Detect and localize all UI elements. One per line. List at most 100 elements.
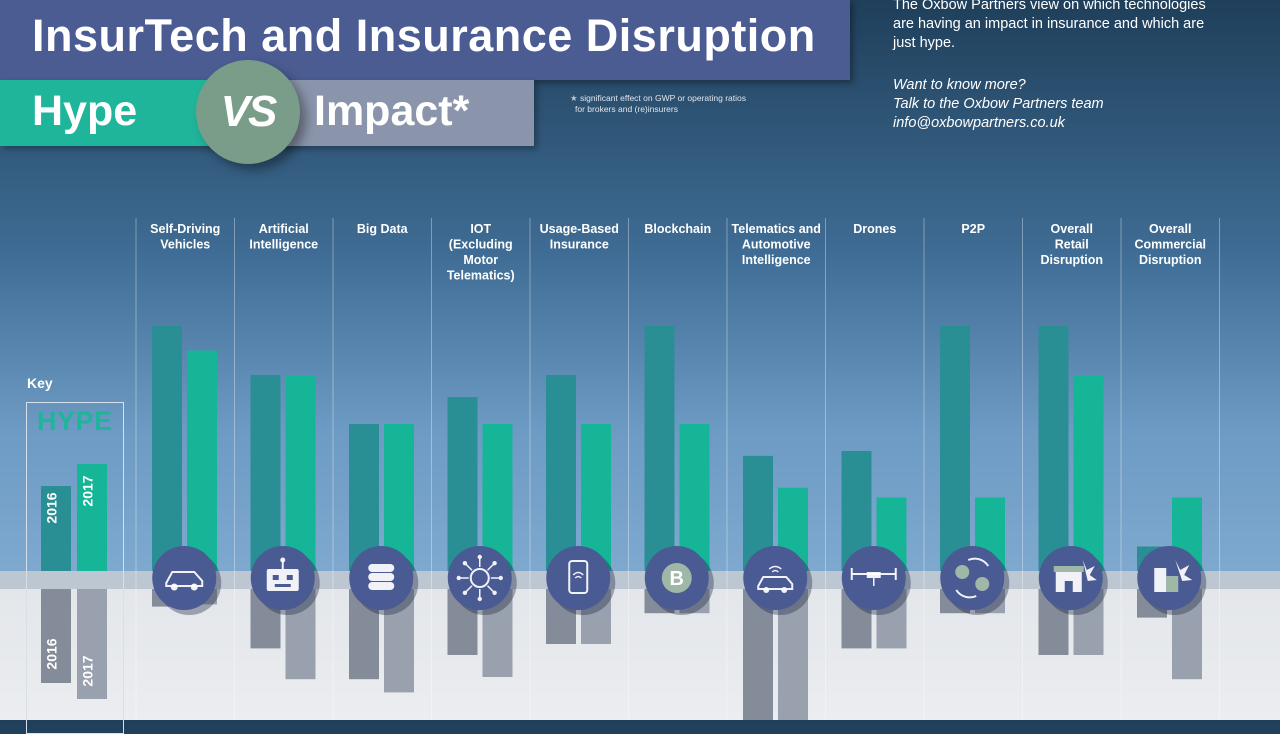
hype-bar-2016	[250, 375, 281, 571]
car-body	[165, 571, 204, 587]
title-banner	[0, 0, 850, 80]
category-label: Usage-Based Insurance	[540, 222, 619, 252]
category-label: Big Data	[357, 222, 409, 236]
icon-circle	[152, 546, 217, 610]
disruption-burst	[1175, 560, 1193, 581]
key-impact-2016-bar	[41, 589, 71, 683]
store-awning	[1053, 566, 1084, 572]
category-label: Telematics and Automotive Intelligence	[732, 222, 821, 267]
contact-line-2: Talk to the Oxbow Partners team	[893, 96, 1104, 112]
database-disk	[368, 573, 395, 581]
robot-mouth	[274, 584, 291, 587]
car-wheel	[781, 587, 788, 593]
retail-store-icon	[1038, 546, 1108, 615]
network-node	[477, 554, 482, 560]
impact-bar-2017	[778, 589, 808, 720]
car-body	[757, 576, 794, 590]
impact-heading: Impact*	[314, 87, 470, 135]
intro-line-3: just hype.	[893, 35, 956, 51]
network-node	[498, 575, 503, 581]
disruption-burst	[1082, 560, 1097, 581]
category-label: Drones	[853, 222, 896, 236]
page-title: InsurTech and Insurance Disruption	[32, 10, 816, 61]
car-wheel	[763, 587, 770, 593]
blockchain-coin	[661, 563, 692, 593]
key-impact-2017-bar	[77, 589, 107, 699]
database-disk	[368, 582, 395, 590]
car-wheel	[170, 583, 178, 591]
exchange-arrow	[955, 589, 977, 599]
network-node	[492, 560, 497, 566]
network-icon	[447, 546, 517, 615]
hype-bar-2016	[644, 326, 675, 571]
footnote-line-2: for brokers and (re)insurers	[575, 104, 678, 114]
hype-bar-2016	[1038, 326, 1069, 571]
hype-heading: Hype	[32, 87, 138, 135]
database-disk	[368, 564, 395, 572]
person-head	[975, 577, 990, 591]
hype-bar-2016	[447, 397, 478, 571]
hype-bar-2016	[349, 424, 379, 571]
robot-antenna-tip	[280, 557, 286, 563]
hype-bar-2017	[384, 424, 414, 571]
phone-icon	[546, 546, 616, 615]
hype-bar-2017	[285, 375, 316, 571]
robot-eye	[286, 575, 293, 580]
hype-bar-2016	[546, 375, 576, 571]
network-hub	[469, 568, 490, 588]
hype-bar-2016	[152, 326, 182, 571]
blockchain-icon: B	[644, 546, 714, 615]
category-label: IOT (Excluding Motor Telematics)	[447, 222, 515, 283]
car-icon	[152, 546, 222, 615]
hype-bar-2017	[1073, 375, 1104, 571]
contact-block: Want to know more? Talk to the Oxbow Par…	[893, 76, 1263, 133]
network-node	[462, 560, 468, 566]
phone-signal	[572, 571, 584, 579]
hype-bar-2016	[940, 326, 970, 571]
drone-icon	[841, 546, 911, 615]
category-label: Artificial Intelligence	[249, 222, 318, 252]
hype-bar-2017	[187, 350, 217, 571]
robot-head	[266, 569, 299, 591]
hype-bar-2017	[581, 424, 611, 571]
network-node	[492, 590, 497, 596]
drone-body	[866, 572, 881, 578]
contact-line-1: Want to know more?	[893, 77, 1026, 93]
office-tower	[1154, 568, 1167, 592]
contact-email[interactable]: info@oxbowpartners.co.uk	[893, 115, 1065, 131]
network-link	[486, 564, 494, 571]
vs-badge: VS	[196, 60, 300, 164]
network-node	[456, 575, 461, 581]
intro-line-1: The Oxbow Partners view on which technol…	[893, 0, 1206, 13]
category-label: P2P	[961, 222, 985, 236]
network-node	[462, 590, 468, 596]
icon-circle	[940, 546, 1005, 610]
hype-bar-2017	[482, 424, 513, 571]
hype-bar-2017	[679, 424, 710, 571]
robot-eye	[272, 575, 279, 580]
category-label: Blockchain	[644, 222, 711, 236]
key-hype-2017-bar	[77, 464, 107, 571]
office-block	[1166, 576, 1179, 592]
robot-icon	[250, 546, 320, 615]
category-label: Overall Commercial Disruption	[1134, 222, 1206, 267]
key-hype-2016-bar	[41, 486, 71, 571]
phone-body	[568, 560, 589, 594]
exchange-arrow	[967, 557, 990, 567]
network-link	[465, 585, 473, 592]
network-link	[486, 585, 494, 592]
car-wheel	[190, 583, 198, 591]
network-link	[465, 564, 473, 571]
p2p-icon	[940, 546, 1010, 615]
vs-text: VS	[220, 87, 278, 136]
icon-circle	[546, 546, 611, 610]
footnote-line-1: significant effect on GWP or operating r…	[580, 93, 746, 103]
key-hype-label: HYPE	[37, 406, 113, 436]
person-head	[955, 565, 970, 579]
commercial-building-icon	[1137, 546, 1207, 615]
database-icon	[349, 546, 419, 615]
wifi-signal	[768, 565, 782, 573]
blockchain-glyph: B	[670, 568, 684, 590]
connected-car-icon	[743, 546, 813, 615]
